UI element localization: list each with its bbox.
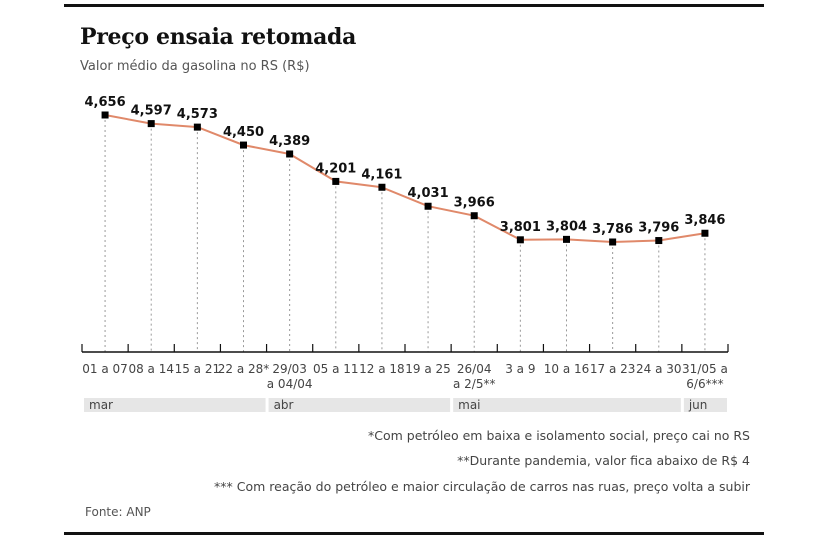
x-tick-label: a 2/5** [453,377,495,391]
x-tick-label: 05 a 11 [313,362,359,376]
data-point [516,236,524,244]
x-tick-label: 3 a 9 [505,362,535,376]
data-point [378,183,386,191]
x-tick-label: 01 a 07 [82,362,128,376]
x-tick-label: 24 a 30 [636,362,682,376]
data-point [424,202,432,210]
x-tick-label: 10 a 16 [544,362,590,376]
month-band [453,398,681,412]
value-label: 3,801 [500,220,541,235]
data-point [193,123,201,131]
month-band [268,398,451,412]
value-label: 4,031 [408,186,449,201]
top-rule [64,4,764,7]
series-line [104,114,706,244]
data-point [655,237,663,245]
x-tick-label: 29/03 [272,362,307,376]
data-point [101,111,109,119]
month-band [683,398,727,412]
footnote-1: *Com petróleo em baixa e isolamento soci… [368,428,750,443]
data-point [147,120,155,128]
value-label: 4,389 [269,134,310,149]
month-label: mar [89,398,113,412]
month-bands: mar abr mai jun [84,398,727,412]
value-label: 3,846 [684,213,725,228]
value-label: 3,786 [592,222,633,237]
value-label: 4,656 [85,95,126,110]
footnote-3: *** Com reação do petróleo e maior circu… [214,479,750,494]
data-point [240,141,247,149]
x-tick-label: 31/05 a [682,362,728,376]
guide-lines [104,115,706,352]
data-point [701,229,709,237]
data-markers [101,111,709,246]
data-point [470,212,478,220]
x-tick-label: 19 a 25 [405,362,451,376]
month-label: abr [274,398,294,412]
month-label: jun [688,398,708,412]
chart-subtitle: Valor médio da gasolina no RS (R$) [80,59,310,74]
x-axis [81,344,729,353]
value-label: 4,597 [131,104,172,119]
x-tick-label: 15 a 21 [175,362,221,376]
value-label: 4,450 [223,125,264,140]
value-label: 4,201 [315,161,356,176]
x-tick-label: 08 a 14 [128,362,174,376]
value-label: 3,966 [454,196,495,211]
month-band [84,398,266,412]
bottom-rule [64,532,764,535]
month-label: mai [458,398,480,412]
x-tick-label: 17 a 23 [590,362,636,376]
value-label: 3,796 [638,221,679,236]
data-point [332,177,340,185]
value-label: 3,804 [546,219,587,234]
chart-title: Preço ensaia retomada [80,24,357,50]
x-tick-label: 26/04 [457,362,492,376]
x-tick-label: a 04/04 [267,377,313,391]
x-tick-label: 12 a 18 [359,362,405,376]
value-label: 4,573 [177,107,218,122]
series-line-path [104,114,706,244]
data-point [563,235,570,243]
footnote-2: **Durante pandemia, valor fica abaixo de… [457,453,750,468]
value-labels: 4,656 4,597 4,573 4,450 4,389 4,201 4,161 4,031… [85,95,726,237]
x-tick-label: 22 a 28* [218,362,270,376]
data-point [609,238,617,246]
source-note: Fonte: ANP [85,505,151,519]
data-point [286,150,294,158]
value-label: 4,161 [361,167,402,182]
x-tick-label: 6/6*** [686,377,723,391]
